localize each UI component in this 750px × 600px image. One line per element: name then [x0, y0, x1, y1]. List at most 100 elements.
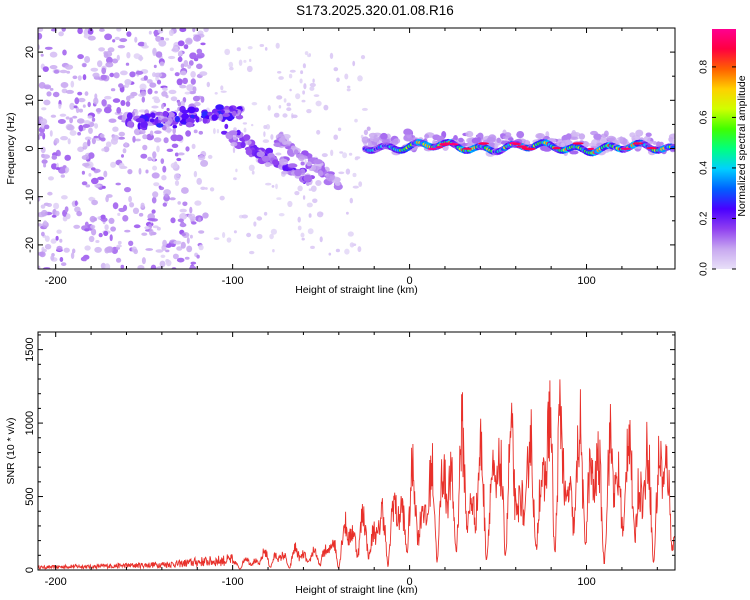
heatmap-upper-band-cell [231, 110, 237, 117]
heatmap-noise-cell [148, 30, 152, 35]
heatmap-descending-branch-cell [256, 151, 265, 158]
heatmap-noise-cell [179, 28, 187, 33]
heatmap-noise-cell [200, 96, 205, 103]
heatmap-noise-cell [133, 53, 141, 59]
heatmap-noise-cell [192, 28, 196, 33]
heatmap-noise-cell [69, 117, 73, 124]
heatmap-noise-cell [41, 231, 45, 237]
heatmap-noise-cell [124, 187, 131, 193]
heatmap-upper-band-cell [161, 118, 168, 123]
heatmap-noise-cell [149, 82, 157, 88]
heatmap-noise-cell [147, 88, 153, 95]
heatmap-noise-cell [346, 88, 351, 92]
heatmap-noise-cell [179, 84, 187, 89]
heatmap-noise-cell [140, 153, 148, 159]
heatmap-noise-cell [247, 46, 253, 50]
heatmap-trace-peak [427, 147, 437, 150]
heatmap-trace-halo [569, 136, 579, 140]
heatmap-noise-cell [310, 185, 317, 192]
heatmap-trace-halo [361, 136, 370, 144]
heatmap-noise-cell [51, 155, 58, 160]
heatmap-noise-cell [38, 265, 41, 269]
heatmap-noise-cell [39, 251, 46, 258]
heatmap-noise-cell [50, 238, 57, 244]
heatmap-noise-cell [308, 213, 312, 218]
heatmap-noise-cell [158, 185, 162, 189]
heatmap-noise-cell [165, 37, 170, 41]
heatmap-noise-cell [97, 216, 101, 220]
heatmap-xtick-label: -200 [45, 275, 67, 287]
heatmap-descending-branch-cell [221, 130, 228, 135]
heatmap-noise-cell [47, 191, 53, 196]
heatmap-trace-peak [516, 145, 528, 148]
heatmap-noise-cell [103, 170, 108, 178]
heatmap-upper-band-cell [181, 113, 190, 120]
heatmap-noise-cell [347, 231, 354, 237]
heatmap-noise-cell [174, 72, 180, 77]
heatmap-noise-cell [283, 98, 287, 103]
heatmap-noise-cell [295, 93, 301, 100]
heatmap-noise-cell [194, 200, 202, 206]
heatmap-noise-cell [177, 201, 181, 205]
heatmap-noise-cell [101, 67, 107, 75]
heatmap-trace-peak [463, 147, 472, 150]
heatmap-noise-cell [276, 197, 282, 200]
heatmap-noise-cell [44, 46, 53, 50]
heatmap-trace-peak [646, 146, 657, 150]
heatmap-noise-cell [192, 95, 201, 102]
heatmap-noise-cell [275, 183, 278, 190]
heatmap-noise-cell [104, 224, 109, 231]
heatmap-noise-cell [128, 94, 135, 99]
heatmap-upper-band-cell [221, 110, 225, 114]
heatmap-noise-cell [76, 118, 85, 124]
heatmap-descending-branch-cell [230, 141, 238, 147]
heatmap-noise-cell [304, 51, 309, 56]
heatmap-trace-halo [373, 134, 379, 143]
snr-ylabel: SNR (10 * v/v) [5, 417, 17, 484]
heatmap-noise-cell [219, 195, 225, 201]
heatmap-noise-cell [172, 253, 179, 260]
heatmap-noise-cell [65, 116, 70, 120]
heatmap-noise-cell [166, 148, 174, 152]
heatmap-noise-cell [141, 232, 148, 236]
heatmap-noise-cell [94, 246, 102, 253]
heatmap-noise-cell [282, 113, 288, 118]
heatmap-noise-cell [70, 252, 75, 259]
heatmap-noise-cell [176, 246, 183, 251]
heatmap-noise-cell [99, 28, 105, 32]
heatmap-noise-cell [52, 91, 60, 98]
heatmap-noise-cell [75, 106, 80, 114]
heatmap-noise-cell [162, 202, 167, 207]
heatmap-noise-cell [193, 34, 202, 42]
heatmap-noise-cell [243, 127, 247, 133]
heatmap-noise-cell [180, 100, 185, 108]
heatmap-trace-peak [620, 147, 631, 150]
heatmap-noise-cell [91, 177, 99, 185]
heatmap-noise-cell [91, 199, 98, 206]
heatmap-noise-cell [198, 217, 202, 223]
heatmap-noise-cell [271, 185, 275, 188]
heatmap-noise-cell [253, 221, 257, 227]
heatmap-noise-cell [100, 74, 107, 81]
heatmap-upper-band-cell [140, 120, 148, 129]
heatmap-noise-cell [46, 91, 52, 97]
heatmap-noise-cell [193, 57, 199, 62]
heatmap-noise-cell [94, 184, 101, 188]
heatmap-noise-cell [65, 213, 71, 220]
heatmap-trace-halo [571, 130, 577, 136]
heatmap-upper-band-cell [222, 113, 230, 117]
heatmap-descending-branch-cell [265, 147, 273, 154]
heatmap-noise-cell [209, 187, 215, 192]
heatmap-trace-halo [645, 132, 652, 137]
heatmap-noise-cell [307, 54, 311, 58]
heatmap-noise-cell [114, 36, 121, 41]
heatmap-noise-cell [313, 94, 320, 97]
snr-xtick-label: 100 [577, 576, 595, 588]
heatmap-descending-branch-2-cell [283, 141, 291, 145]
heatmap-noise-cell [38, 223, 43, 227]
heatmap-noise-cell [66, 124, 75, 131]
heatmap-upper-band-cell [172, 125, 178, 129]
heatmap-noise-cell [59, 69, 68, 74]
heatmap-noise-cell [140, 91, 147, 96]
colorbar-tick-label: 0.6 [699, 110, 710, 124]
